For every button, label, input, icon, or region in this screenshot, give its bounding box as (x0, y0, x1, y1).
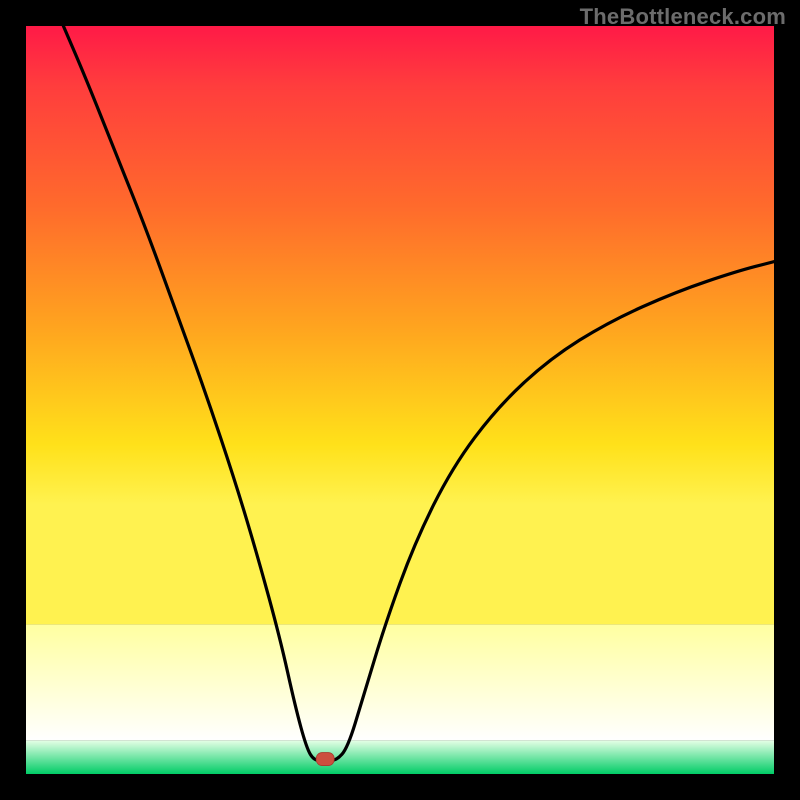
plot-background-white-band (26, 624, 774, 740)
watermark-text: TheBottleneck.com (580, 4, 786, 30)
chart-stage: TheBottleneck.com (0, 0, 800, 800)
plot-background-gradient (26, 26, 774, 624)
bottleneck-chart (0, 0, 800, 800)
minimum-marker (316, 753, 334, 766)
plot-background-green-band (26, 740, 774, 774)
